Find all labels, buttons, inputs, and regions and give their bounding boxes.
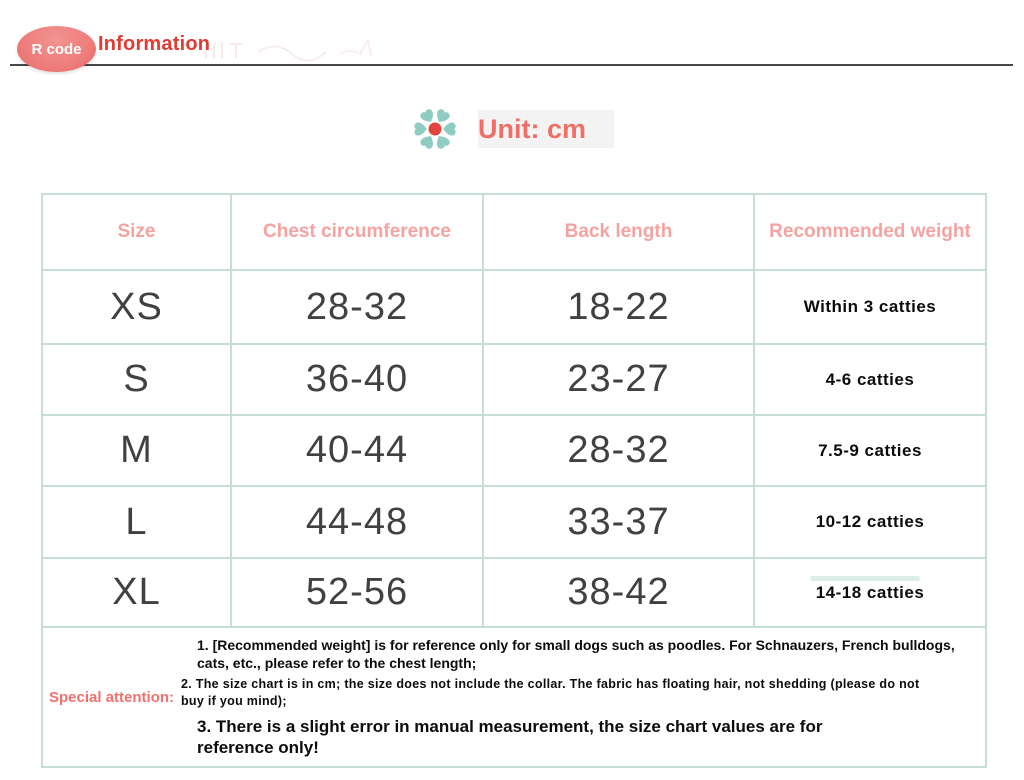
unit-label: Unit: cm — [478, 113, 586, 144]
unit-watermark-patch — [478, 110, 614, 148]
note-item-2: 2. The size chart is in cm; the size doe… — [181, 676, 920, 708]
chest-value: 44-48 — [230, 485, 484, 559]
table-row-l: L 44-48 33-37 10-12 catties — [41, 485, 987, 559]
header-divider — [10, 64, 1013, 66]
r-code-badge-label: R code — [31, 40, 82, 58]
watermark-smudge — [809, 575, 920, 581]
special-attention-row: Special attention: 1. [Recommended weigh… — [41, 625, 987, 769]
size-value: XL — [41, 557, 232, 628]
back-value: 18-22 — [482, 269, 755, 345]
back-value: 38-42 — [482, 557, 755, 628]
unit-banner: Unit: cm — [406, 98, 586, 160]
table-row-s: S 36-40 23-27 4-6 catties — [41, 343, 987, 416]
weight-value: 4-6 catties — [753, 343, 987, 416]
column-header-size: Size — [41, 193, 232, 271]
size-table: Size Chest circumference Back length Rec… — [41, 193, 987, 769]
back-value: 33-37 — [482, 485, 755, 559]
table-row-m: M 40-44 28-32 7.5-9 catties — [41, 414, 987, 487]
notes-list: 1. [Recommended weight] is for reference… — [181, 628, 987, 766]
note-item-1: 1. [Recommended weight] is for reference… — [197, 637, 955, 672]
weight-value: 10-12 catties — [753, 485, 987, 559]
table-row-xl: XL 52-56 38-42 14-18 catties — [41, 557, 987, 628]
size-value: L — [41, 485, 232, 559]
weight-value: 14-18 catties — [753, 557, 987, 628]
chest-value: 36-40 — [230, 343, 484, 416]
r-code-badge: R code — [17, 26, 96, 72]
flower-icon — [414, 109, 456, 149]
table-row-xs: XS 28-32 18-22 Within 3 catties — [41, 269, 987, 345]
special-attention-label: Special attention: — [49, 688, 175, 706]
chest-value: 40-44 — [230, 414, 484, 487]
scribble-watermark-icon — [205, 37, 372, 62]
size-value: S — [41, 343, 232, 416]
weight-value: 7.5-9 catties — [753, 414, 987, 487]
column-header-back: Back length — [482, 193, 755, 271]
page-title: Information — [98, 33, 211, 55]
size-value: XS — [41, 269, 232, 345]
back-value: 28-32 — [482, 414, 755, 487]
back-value: 23-27 — [482, 343, 755, 416]
special-attention-cell: Special attention: 1. [Recommended weigh… — [41, 625, 987, 769]
note-item-3: 3. There is a slight error in manual mea… — [197, 716, 823, 757]
size-table-header-row: Size Chest circumference Back length Rec… — [41, 193, 987, 271]
column-header-weight: Recommended weight — [753, 193, 987, 271]
size-value: M — [41, 414, 232, 487]
weight-value-text: 14-18 catties — [815, 582, 925, 602]
weight-value: Within 3 catties — [753, 269, 987, 345]
column-header-chest: Chest circumference — [230, 193, 484, 271]
chest-value: 28-32 — [230, 269, 484, 345]
chest-value: 52-56 — [230, 557, 484, 628]
